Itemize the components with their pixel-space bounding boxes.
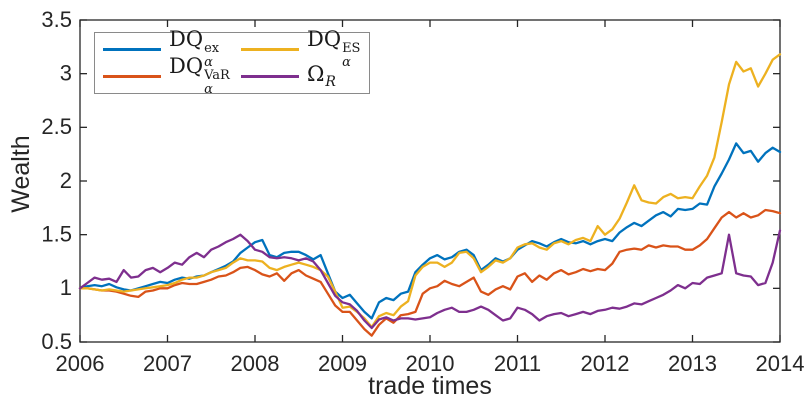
x-tick-label: 2008 bbox=[231, 351, 280, 376]
legend-item-dq-var: DQ VaR α bbox=[103, 56, 241, 96]
legend-swatch-dq-var bbox=[103, 75, 161, 78]
legend-swatch-omega-r bbox=[241, 75, 299, 78]
x-tick-label: 2006 bbox=[56, 351, 105, 376]
legend-label-omega-r: ΩR bbox=[307, 62, 336, 90]
series-line-dq-var bbox=[78, 208, 782, 337]
x-tick-label: 2010 bbox=[406, 351, 455, 376]
y-tick-label: 1.5 bbox=[41, 221, 72, 246]
y-axis-label: Wealth bbox=[7, 135, 35, 213]
legend-label-dq-es: DQ ES α bbox=[307, 27, 361, 70]
y-tick-label: 1 bbox=[60, 275, 72, 300]
y-tick-label: 2.5 bbox=[41, 114, 72, 139]
x-tick-label: 2007 bbox=[143, 351, 192, 376]
y-tick-label: 2 bbox=[60, 168, 72, 193]
series-line-dq-ex bbox=[78, 142, 782, 320]
x-tick-label: 2009 bbox=[318, 351, 367, 376]
series-line-dq-es bbox=[78, 53, 782, 329]
legend-column: DQ ES α ΩR bbox=[241, 29, 360, 93]
legend-item-omega-r: ΩR bbox=[241, 63, 360, 90]
legend-item-dq-es: DQ ES α bbox=[241, 29, 360, 69]
legend-label-dq-ex: DQ ex α bbox=[169, 27, 220, 70]
y-tick-label: 0.5 bbox=[41, 329, 72, 354]
x-tick-label: 2014 bbox=[756, 351, 805, 376]
y-tick-label: 3 bbox=[60, 60, 72, 85]
x-tick-label: 2011 bbox=[494, 351, 541, 376]
series-line-omega-r bbox=[78, 229, 782, 330]
x-tick-label: 2013 bbox=[668, 351, 717, 376]
x-tick-label: 2012 bbox=[581, 351, 630, 376]
legend-column: DQ ex α DQ VaR α bbox=[103, 29, 241, 96]
legend-swatch-dq-ex bbox=[103, 48, 161, 51]
legend-label-dq-var: DQ VaR α bbox=[169, 54, 230, 97]
y-tick-label: 3.5 bbox=[41, 7, 72, 32]
x-axis-label: trade times bbox=[368, 372, 492, 400]
legend-box: DQ ex α DQ VaR α DQ ES α ΩR bbox=[94, 29, 370, 96]
legend-swatch-dq-es bbox=[241, 48, 299, 51]
legend-item-dq-ex: DQ ex α bbox=[103, 29, 241, 69]
